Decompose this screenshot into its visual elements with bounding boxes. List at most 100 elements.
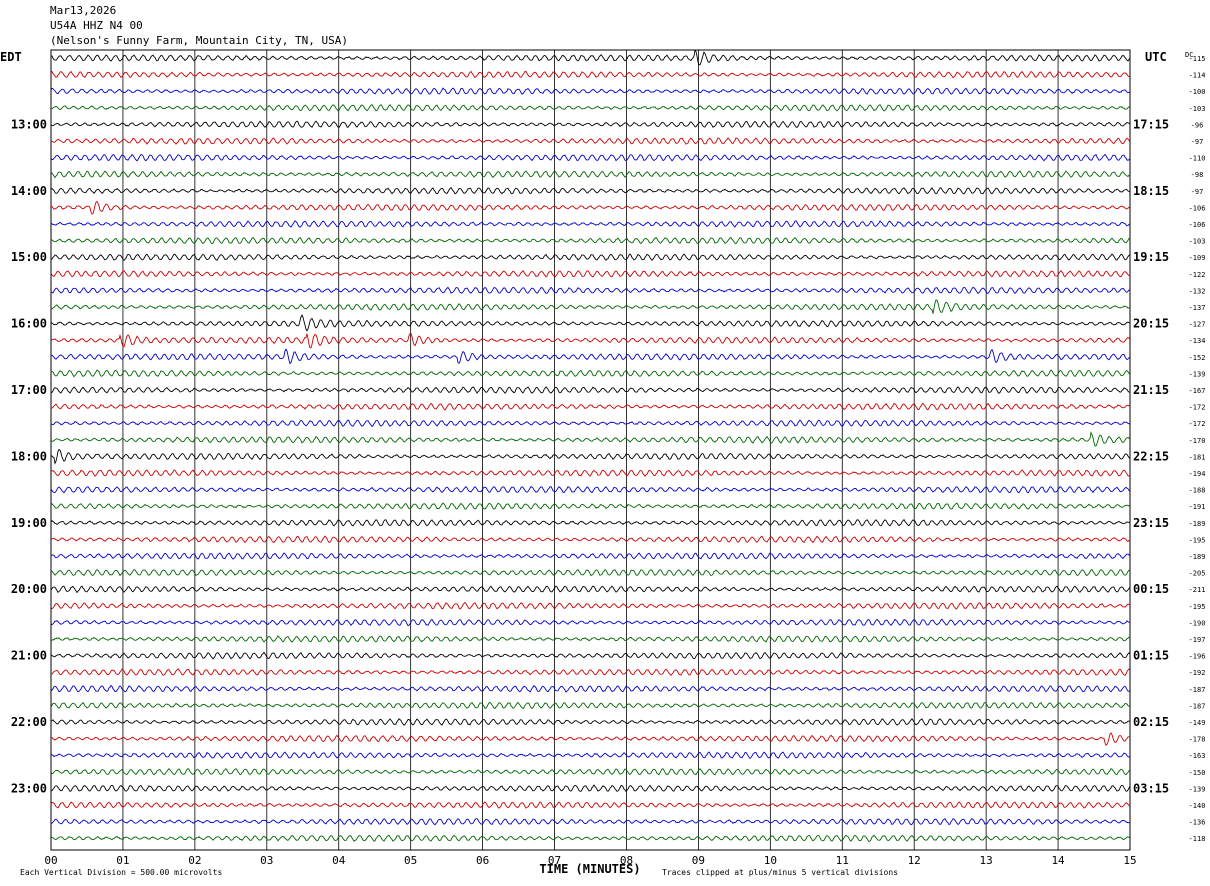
dc-offset-label: -172 xyxy=(1189,404,1206,412)
trace-line xyxy=(50,701,1131,710)
dc-offset-label: -152 xyxy=(1189,354,1206,362)
trace-line xyxy=(50,269,1130,278)
dc-offset-label: -106 xyxy=(1189,221,1206,229)
axis-labels: 00 01 02 03 04 05 06 07 08 09 10 11 12 13 14 15 -115 -114… xyxy=(0,50,1205,877)
trace-line xyxy=(50,718,1131,726)
date-label: Mar13,2026 xyxy=(50,4,117,17)
trace-line xyxy=(50,186,1131,195)
trace-line xyxy=(50,200,1131,215)
utc-hour-label: 22:15 xyxy=(1133,449,1169,463)
dc-offset-label: -191 xyxy=(1189,503,1206,511)
utc-hour-label: 19:15 xyxy=(1133,250,1169,264)
dc-offset-label: -189 xyxy=(1189,520,1206,528)
x-tick-label: 08 xyxy=(620,854,633,867)
trace-line xyxy=(50,369,1131,378)
edt-hour-label: 22:00 xyxy=(11,715,47,729)
edt-hour-label: 20:00 xyxy=(11,582,47,596)
dc-offset-label: -194 xyxy=(1189,470,1206,478)
dc-offset-label: -115 xyxy=(1189,55,1206,63)
trace-line xyxy=(50,137,1131,145)
edt-hour-label: 23:00 xyxy=(11,781,47,795)
dc-offset-label: -189 xyxy=(1189,553,1206,561)
trace-line xyxy=(50,518,1131,527)
clip-footnote: Traces clipped at plus/minus 5 vertical … xyxy=(662,868,898,877)
dc-offset-label: -109 xyxy=(1189,254,1206,262)
dc-offset-label: -132 xyxy=(1189,287,1206,295)
trace-line xyxy=(50,448,1131,465)
dc-offset-label: -196 xyxy=(1189,653,1206,661)
utc-hour-label: 02:15 xyxy=(1133,715,1169,729)
dc-offset-label: -195 xyxy=(1189,603,1206,611)
dc-offset-label: -98 xyxy=(1191,171,1204,179)
x-tick-label: 13 xyxy=(980,854,993,867)
dc-offset-label: -178 xyxy=(1189,736,1206,744)
trace-line xyxy=(50,635,1131,643)
dc-offset-label: -163 xyxy=(1189,752,1206,760)
trace-line xyxy=(50,568,1131,577)
dc-offset-label: -187 xyxy=(1189,702,1206,710)
trace-line xyxy=(50,601,1131,610)
dc-offset-label: -181 xyxy=(1189,453,1206,461)
dc-offset-label: -150 xyxy=(1189,769,1206,777)
station-label: U54A HHZ N4 00 xyxy=(50,19,143,32)
x-tick-label: 14 xyxy=(1051,854,1065,867)
edt-hour-label: 13:00 xyxy=(11,117,47,131)
dc-offset-label: -187 xyxy=(1189,686,1206,694)
edt-hour-label: 19:00 xyxy=(11,516,47,530)
trace-line xyxy=(50,70,1131,79)
trace-line xyxy=(50,348,1131,365)
utc-hour-label: 23:15 xyxy=(1133,516,1169,530)
utc-hour-label: 21:15 xyxy=(1133,383,1169,397)
trace-line xyxy=(50,402,1131,411)
utc-hour-label: 00:15 xyxy=(1133,582,1169,596)
time-grid xyxy=(50,49,1131,851)
dc-offset-label: -139 xyxy=(1189,370,1206,378)
trace-line xyxy=(50,817,1131,826)
trace-line xyxy=(50,104,1131,112)
dc-offset-label: -103 xyxy=(1189,238,1206,246)
trace-line xyxy=(50,651,1131,660)
trace-line xyxy=(50,801,1131,809)
trace-line xyxy=(50,668,1131,677)
trace-line xyxy=(50,751,1131,760)
utc-axis-label: UTC xyxy=(1145,50,1167,64)
dc-offset-label: -118 xyxy=(1189,835,1206,843)
dc-offset-label: -110 xyxy=(1189,155,1206,163)
x-tick-label: 07 xyxy=(548,854,561,867)
edt-hour-label: 21:00 xyxy=(11,649,47,663)
dc-offset-label: -172 xyxy=(1189,420,1206,428)
x-tick-label: 01 xyxy=(116,854,129,867)
edt-hour-label: 18:00 xyxy=(11,449,47,463)
seismic-traces xyxy=(50,49,1131,843)
trace-line xyxy=(50,87,1131,95)
dc-offset-label: -100 xyxy=(1189,88,1206,96)
trace-line xyxy=(50,732,1131,746)
trace-line xyxy=(50,552,1131,560)
edt-hour-label: 16:00 xyxy=(11,317,47,331)
trace-line xyxy=(50,386,1131,394)
edt-axis-label: EDT xyxy=(0,50,22,64)
scale-footnote: Each Vertical Division = 500.00 microvol… xyxy=(20,868,222,877)
dc-offset-label: -106 xyxy=(1189,204,1206,212)
dc-offset-label: -195 xyxy=(1189,536,1206,544)
edt-hour-label: 15:00 xyxy=(11,250,47,264)
trace-line xyxy=(50,834,1131,843)
dc-offset-label: -140 xyxy=(1189,802,1206,810)
dc-offset-label: -188 xyxy=(1189,487,1206,495)
trace-line xyxy=(50,618,1131,627)
x-tick-label: 12 xyxy=(908,854,921,867)
dc-offset-label: -114 xyxy=(1189,72,1206,80)
utc-hour-label: 17:15 xyxy=(1133,117,1169,131)
edt-hour-label: 17:00 xyxy=(11,383,47,397)
x-axis-title: TIME (MINUTES) xyxy=(539,862,640,876)
trace-line xyxy=(50,170,1131,179)
trace-line xyxy=(50,299,1131,314)
trace-line xyxy=(50,220,1131,228)
x-tick-label: 10 xyxy=(764,854,777,867)
x-tick-label: 04 xyxy=(332,854,346,867)
trace-line xyxy=(50,49,1131,66)
trace-line xyxy=(50,120,1131,129)
x-tick-label: 03 xyxy=(260,854,273,867)
x-tick-label: 00 xyxy=(44,854,57,867)
dc-column-label: DC xyxy=(1185,51,1193,59)
